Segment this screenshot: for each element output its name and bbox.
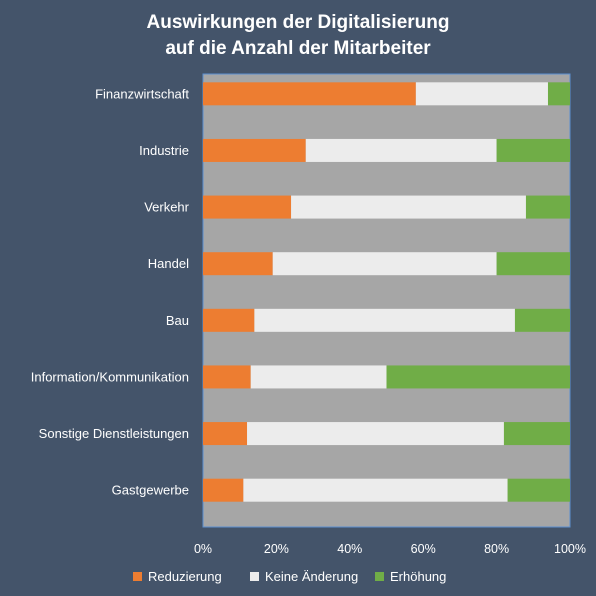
- x-axis-ticks: 0% 20% 40% 60% 80% 100%: [194, 542, 586, 556]
- bar-reduzierung-3: [203, 195, 292, 219]
- category-label: Sonstige Dienstleistungen: [39, 426, 189, 441]
- bar-keine-nderung-5: [254, 308, 515, 332]
- legend-label-1: Reduzierung: [148, 569, 222, 584]
- bar-reduzierung-5: [203, 308, 255, 332]
- category-label: Information/Kommunikation: [31, 369, 189, 384]
- bar-keine-nderung-1: [415, 82, 548, 106]
- bar-erh-hung-1: [547, 82, 570, 106]
- bar-reduzierung-4: [203, 252, 273, 276]
- legend-label-3: Erhöhung: [390, 569, 446, 584]
- bar-erh-hung-2: [496, 138, 570, 162]
- category-label: Industrie: [139, 143, 189, 158]
- bar-keine-nderung-7: [247, 422, 504, 446]
- category-label: Handel: [148, 256, 189, 271]
- bar-erh-hung-5: [514, 308, 570, 332]
- bar-reduzierung-8: [203, 478, 244, 502]
- bar-reduzierung-2: [203, 138, 306, 162]
- x-tick-label: 60%: [411, 542, 436, 556]
- x-tick-label: 100%: [554, 542, 586, 556]
- chart-title-line-2: auf die Anzahl der Mitarbeiter: [165, 38, 431, 59]
- category-label: Bau: [166, 313, 189, 328]
- category-label: Finanzwirtschaft: [95, 86, 189, 101]
- legend-swatch-3: [375, 572, 384, 581]
- bar-reduzierung-6: [203, 365, 251, 389]
- bar-reduzierung-7: [203, 422, 248, 446]
- category-labels: Finanzwirtschaft Industrie Verkehr Handel Ba…: [31, 86, 190, 497]
- chart-title: Auswirkungen der Digitalisierung auf die …: [147, 12, 450, 59]
- bar-erh-hung-3: [525, 195, 570, 219]
- legend-swatch-1: [133, 572, 142, 581]
- legend-swatch-2: [250, 572, 259, 581]
- bars: [203, 82, 570, 502]
- x-tick-label: 40%: [337, 542, 362, 556]
- category-label: Verkehr: [144, 200, 189, 215]
- bar-erh-hung-6: [386, 365, 570, 389]
- bar-erh-hung-8: [507, 478, 570, 502]
- bar-reduzierung-1: [203, 82, 416, 106]
- x-tick-label: 20%: [264, 542, 289, 556]
- bar-keine-nderung-6: [250, 365, 387, 389]
- category-label: Gastgewerbe: [112, 483, 189, 498]
- bar-keine-nderung-4: [272, 252, 497, 276]
- x-tick-label: 80%: [484, 542, 509, 556]
- bar-erh-hung-4: [496, 252, 570, 276]
- x-tick-label: 0%: [194, 542, 212, 556]
- legend: Reduzierung Keine Änderung Erhöhung: [133, 569, 446, 584]
- legend-label-2: Keine Änderung: [265, 569, 358, 584]
- bar-keine-nderung-3: [291, 195, 526, 219]
- plot-border: [202, 73, 571, 528]
- bar-erh-hung-7: [503, 422, 570, 446]
- bar-keine-nderung-8: [243, 478, 508, 502]
- bar-keine-nderung-2: [305, 138, 497, 162]
- chart-title-line-1: Auswirkungen der Digitalisierung: [147, 12, 450, 33]
